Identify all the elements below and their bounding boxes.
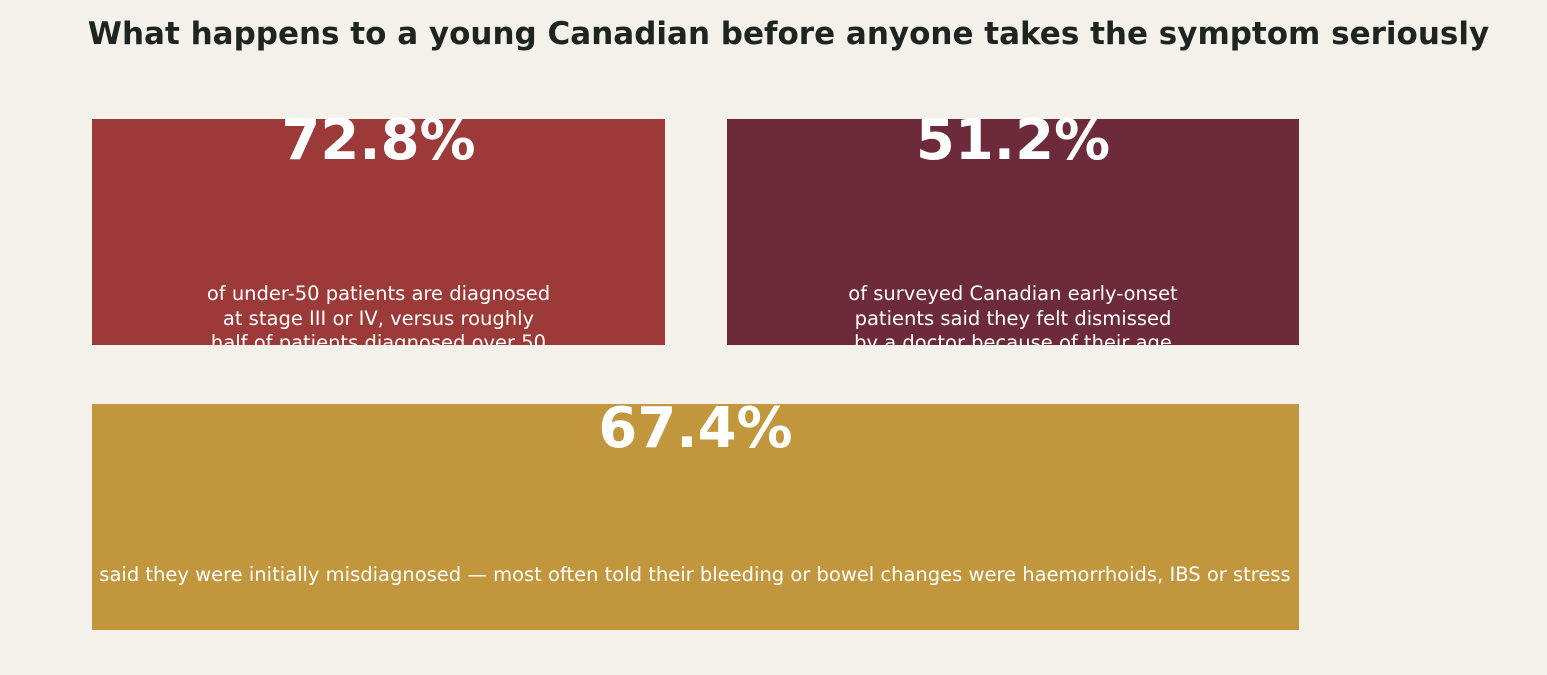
stat-panel-dismissed: 51.2% [727, 113, 1299, 345]
stat-description-line: by a doctor because of their age [854, 331, 1172, 345]
stat-description-stage: of under-50 patients are diagnosed at st… [92, 282, 665, 345]
stat-description-line: of under-50 patients are diagnosed [206, 282, 551, 305]
stat-description-dismissed: of surveyed Canadian early-onset patient… [727, 282, 1299, 345]
stat-value-stage: 72.8% [281, 108, 476, 173]
stat-value-dismissed: 51.2% [915, 108, 1111, 173]
page-title: What happens to a young Canadian before … [87, 16, 1490, 52]
stat-description-line: half of patients diagnosed over 50 [210, 331, 547, 345]
stat-description-line: of surveyed Canadian early-onset [848, 282, 1178, 305]
stat-panel-stage: 72.8% [92, 113, 665, 345]
stat-description-line: at stage III or IV, versus roughly [222, 306, 535, 330]
stat-value-misdiagnosed: 67.4% [598, 396, 793, 461]
stat-panel-misdiagnosed: 67.4% [92, 396, 1299, 630]
stat-description-misdiagnosed: said they were initially misdiagnosed — … [99, 563, 1291, 586]
stat-description-line: patients said they felt dismissed [854, 306, 1172, 330]
